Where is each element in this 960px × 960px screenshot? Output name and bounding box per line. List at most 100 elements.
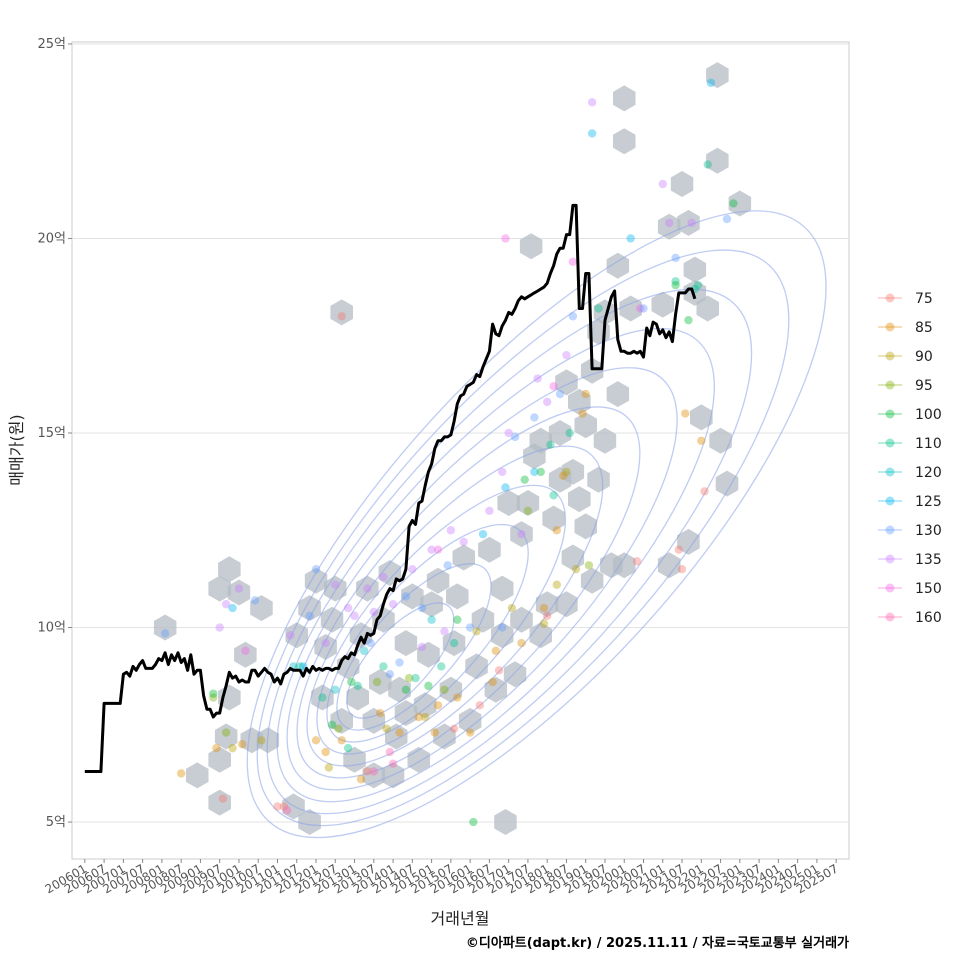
legend-label: 160 — [915, 610, 942, 626]
legend-label: 90 — [915, 349, 933, 365]
hexbin-cell — [285, 622, 308, 649]
scatter-point — [533, 374, 542, 383]
y-tick-label: 25억 — [37, 37, 66, 52]
scatter-point — [494, 666, 504, 675]
scatter-point — [453, 693, 462, 702]
scatter-point — [318, 693, 327, 702]
hexbin-cell — [298, 595, 321, 622]
hexbin-cell — [304, 567, 328, 594]
hexbin-cell — [728, 190, 752, 217]
scatter-point — [449, 638, 459, 648]
hexbin-cell — [234, 641, 257, 668]
moving-average-line — [84, 203, 697, 773]
hexbin-cell — [683, 256, 707, 283]
hexbin-cell — [497, 490, 520, 516]
hexbin-cell — [314, 634, 337, 660]
scatter-point — [446, 526, 456, 535]
scatter-point — [465, 728, 475, 737]
scatter-point — [241, 646, 250, 656]
hexbin-cell — [580, 567, 604, 594]
scatter-point — [536, 467, 545, 477]
scatter-point — [658, 179, 667, 189]
hexbin-cell — [709, 427, 732, 454]
scatter-point — [459, 537, 468, 547]
hexbin-cell — [657, 213, 681, 240]
scatter-point — [729, 199, 738, 208]
scatter-point — [626, 234, 635, 243]
hexbin-cell — [548, 420, 572, 446]
hexbin-cell — [208, 746, 231, 773]
scatter-point — [562, 467, 571, 477]
scatter-point — [427, 545, 436, 554]
scatter-point — [465, 623, 475, 632]
density-contour — [246, 210, 827, 839]
scatter-point — [703, 160, 712, 169]
hexbin-cell — [442, 630, 466, 657]
scatter-point — [671, 277, 680, 286]
scatter-point — [237, 740, 247, 749]
scatter-point — [639, 304, 648, 313]
scatter-point — [706, 78, 716, 88]
scatter-point — [343, 743, 353, 753]
density-contours — [246, 210, 827, 839]
scatter-point — [363, 584, 372, 593]
hexbin-cell — [574, 412, 597, 439]
hexbin-cell — [208, 789, 231, 816]
scatter-point — [160, 629, 170, 638]
scatter-point — [279, 802, 289, 811]
hexbin-cell — [529, 622, 552, 649]
scatter-point — [587, 98, 597, 107]
scatter-point — [520, 475, 529, 484]
hexbin-cell — [677, 209, 700, 236]
scatter-point — [671, 280, 680, 290]
hexbin-cell — [369, 669, 392, 695]
scatter-point — [530, 413, 539, 422]
scatter-point — [546, 440, 555, 449]
scatter-point — [677, 564, 687, 574]
scatter-point — [443, 561, 452, 570]
hexbin-cell — [580, 357, 604, 384]
scatter-point — [414, 712, 423, 722]
legend-key-point — [885, 467, 895, 477]
scatter-point — [549, 382, 558, 391]
hexbin-cell — [529, 427, 552, 454]
hexbin-cell — [561, 458, 585, 485]
scatter-point — [356, 775, 366, 784]
scatter-point — [491, 646, 501, 656]
density-contour — [336, 563, 492, 731]
y-tick-label: 20억 — [37, 231, 66, 246]
scatter-point — [379, 572, 388, 582]
legend-key-point — [885, 612, 895, 622]
hexbin-cell — [417, 641, 440, 668]
legend-label: 95 — [915, 378, 933, 394]
scatter-point — [286, 631, 295, 640]
scatter-point — [427, 615, 436, 624]
hexbin-cell — [465, 653, 488, 680]
scatter-point — [478, 529, 488, 539]
hexbin-cell — [494, 809, 517, 835]
hexbin-cell — [555, 369, 578, 396]
hexbin-cell — [349, 622, 373, 649]
hexbin-cell — [394, 630, 418, 657]
legend-key-point — [885, 409, 895, 419]
hexbin-cell — [208, 575, 231, 602]
scatter-point — [549, 491, 558, 500]
scatter-point — [176, 769, 186, 778]
scatter-point — [722, 214, 732, 224]
moving-average-layer — [84, 203, 697, 773]
hexbin-cell — [388, 676, 411, 703]
scatter-point — [501, 483, 510, 492]
density-contour — [316, 484, 567, 755]
scatter-point — [504, 428, 513, 438]
scatter-point — [565, 428, 574, 438]
scatter-point — [385, 747, 395, 757]
scatter-point — [417, 603, 427, 613]
scatter-point — [498, 467, 507, 477]
scatter-point — [295, 662, 305, 671]
scatter-point — [257, 736, 266, 745]
scatter-point — [587, 129, 597, 138]
scatter-point — [437, 662, 446, 671]
scatter-point — [388, 599, 398, 609]
hexbin-cell — [606, 381, 630, 408]
